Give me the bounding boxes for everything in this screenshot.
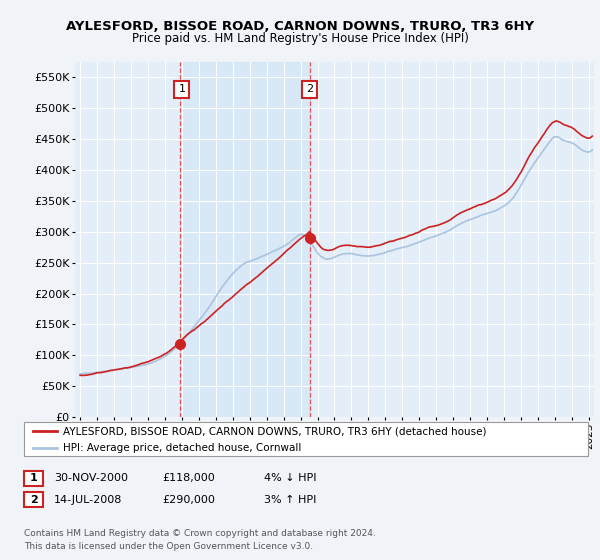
Text: 14-JUL-2008: 14-JUL-2008 — [54, 494, 122, 505]
Text: £118,000: £118,000 — [162, 473, 215, 483]
Text: 3% ↑ HPI: 3% ↑ HPI — [264, 494, 316, 505]
Text: 2: 2 — [30, 494, 37, 505]
Bar — [181, 62, 310, 417]
Text: 1: 1 — [178, 85, 185, 95]
Text: 1: 1 — [30, 473, 37, 483]
Text: AYLESFORD, BISSOE ROAD, CARNON DOWNS, TRURO, TR3 6HY (detached house): AYLESFORD, BISSOE ROAD, CARNON DOWNS, TR… — [63, 426, 487, 436]
Text: Contains HM Land Registry data © Crown copyright and database right 2024.
This d: Contains HM Land Registry data © Crown c… — [24, 529, 376, 550]
Text: 30-NOV-2000: 30-NOV-2000 — [54, 473, 128, 483]
Text: Price paid vs. HM Land Registry's House Price Index (HPI): Price paid vs. HM Land Registry's House … — [131, 32, 469, 45]
Text: £290,000: £290,000 — [162, 494, 215, 505]
Text: AYLESFORD, BISSOE ROAD, CARNON DOWNS, TRURO, TR3 6HY: AYLESFORD, BISSOE ROAD, CARNON DOWNS, TR… — [66, 20, 534, 32]
Text: HPI: Average price, detached house, Cornwall: HPI: Average price, detached house, Corn… — [63, 443, 301, 452]
Text: 4% ↓ HPI: 4% ↓ HPI — [264, 473, 317, 483]
Text: 2: 2 — [307, 85, 313, 95]
